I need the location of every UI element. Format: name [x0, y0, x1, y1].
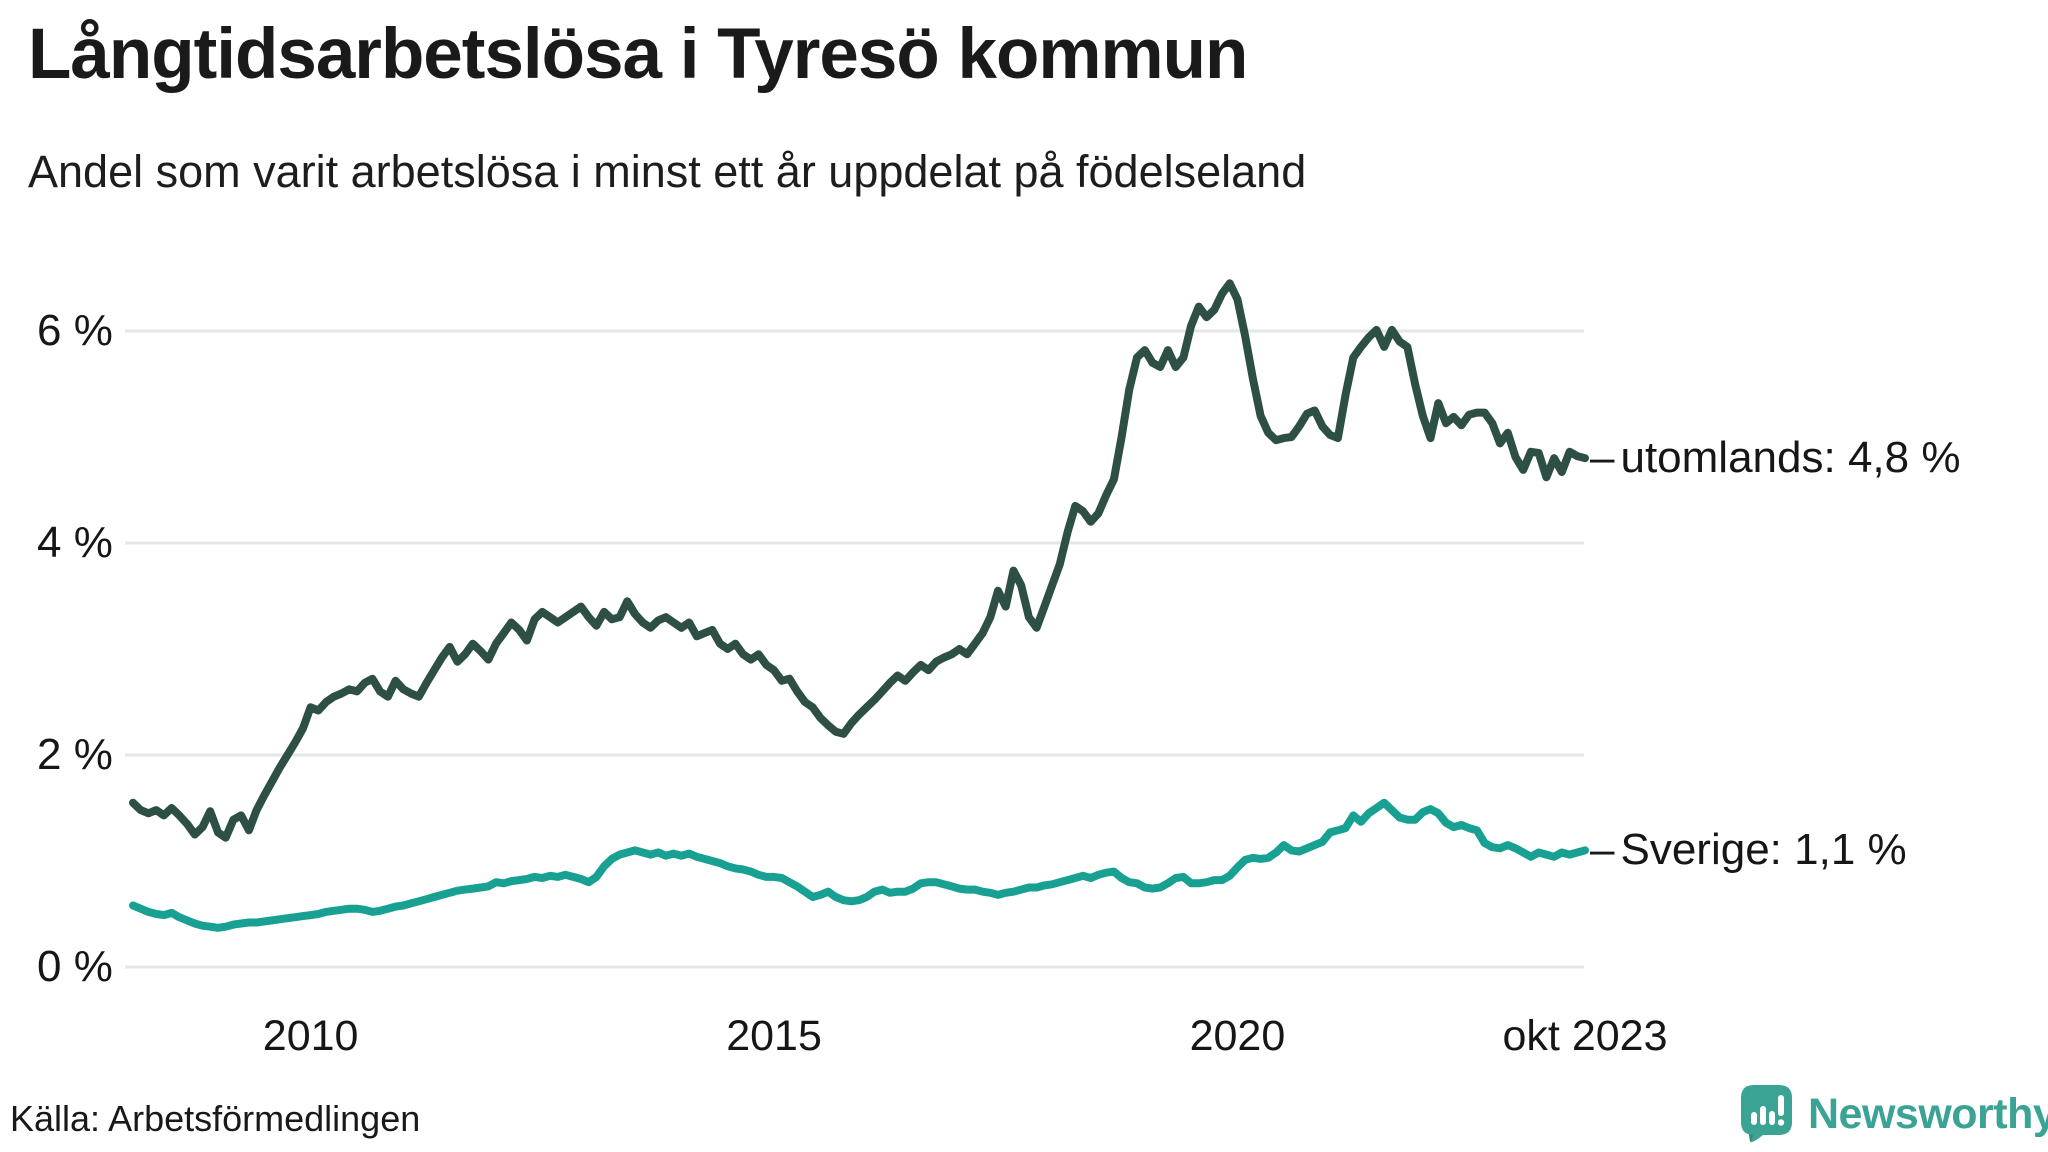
y-tick-1: 4 %	[37, 518, 113, 567]
newsworthy-logo: Newsworthy	[1740, 1084, 2048, 1144]
label-tick-dash: –	[1590, 825, 1615, 875]
page-subtitle: Andel som varit arbetslösa i minst ett å…	[28, 146, 1307, 197]
series-label-utomlands: – utomlands: 4,8 %	[1590, 431, 1960, 485]
y-tick-0: 6 %	[37, 306, 113, 355]
x-tick-1: 2015	[726, 1012, 822, 1060]
page-title: Långtidsarbetslösa i Tyresö kommun	[28, 15, 1248, 94]
line-sverige	[129, 798, 1589, 932]
series-label-sverige-text: Sverige: 1,1 %	[1620, 825, 1907, 875]
x-tick-2: 2020	[1189, 1012, 1286, 1060]
y-tick-2: 2 %	[37, 730, 113, 779]
series-label-sverige: – Sverige: 1,1 %	[1590, 823, 1907, 877]
y-tick-3: 0 %	[37, 942, 113, 991]
x-tick-3: okt 2023	[1502, 1012, 1668, 1060]
series-label-utomlands-text: utomlands: 4,8 %	[1620, 433, 1961, 483]
newsworthy-logo-icon	[1741, 1085, 1792, 1143]
label-tick-dash: –	[1590, 433, 1615, 483]
x-tick-0: 2010	[262, 1012, 359, 1060]
source-note: Källa: Arbetsförmedlingen	[10, 1098, 421, 1139]
line-utomlands	[129, 279, 1589, 842]
newsworthy-logo-text: Newsworthy	[1808, 1089, 2048, 1138]
